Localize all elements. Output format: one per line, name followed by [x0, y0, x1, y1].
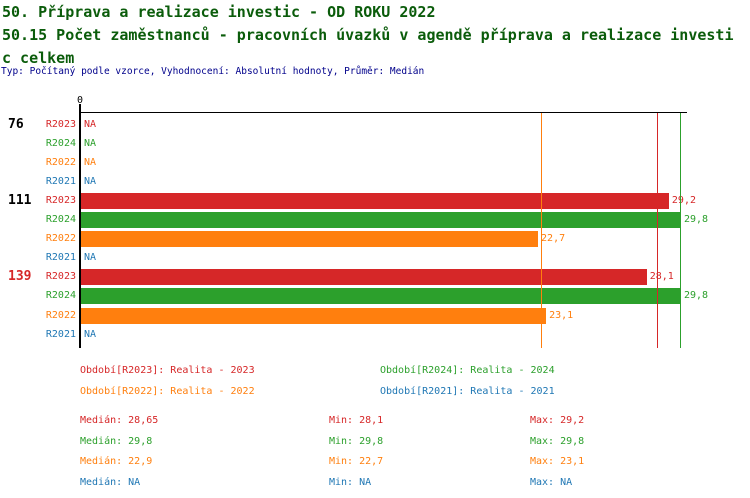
na-value-label: NA: [84, 328, 97, 340]
stat-min-R2021: Min: NA: [329, 477, 372, 489]
bar-value-label: 22,7: [541, 233, 566, 245]
report-title-line-1: 50. Příprava a realizace investic - OD R…: [2, 3, 436, 21]
stat-median-R2021: Medián: NA: [80, 477, 141, 489]
legend-item-R2023: Období[R2023]: Realita - 2023: [80, 365, 255, 376]
bar: [81, 288, 681, 305]
row-period-label: R2022: [45, 156, 76, 168]
bar: [81, 269, 647, 286]
row-period-label: R2022: [45, 309, 76, 321]
row-period-label: R2024: [45, 214, 76, 225]
legend-item-R2024: Období[R2024]: Realita - 2024: [380, 365, 555, 376]
legend-item-R2021: Období[R2021]: Realita - 2021: [380, 386, 555, 397]
x-axis-line: [80, 112, 687, 113]
axis-zero-tick-label: 0: [76, 95, 84, 106]
row-period-label: R2021: [45, 252, 76, 264]
group-label: 76: [8, 116, 24, 132]
y-axis-line: [79, 104, 81, 348]
stat-median-R2023: Medián: 28,65: [80, 415, 159, 426]
row-period-label: R2024: [45, 290, 76, 302]
stat-max-R2023: Max: 29,2: [530, 415, 585, 426]
na-value-label: NA: [84, 137, 97, 149]
report-title-line-2: 50.15 Počet zaměstnanců - pracovních úva…: [2, 26, 734, 44]
report-meta: Typ: Počítaný podle vzorce, Vyhodnocení:…: [1, 66, 425, 77]
median-line-R2022: [541, 113, 543, 348]
na-value-label: NA: [84, 175, 97, 187]
row-period-label: R2022: [45, 233, 76, 245]
row-period-label: R2021: [45, 175, 76, 187]
bar: [81, 192, 669, 209]
bar-value-label: 29,2: [671, 194, 696, 206]
median-line-R2023: [656, 113, 658, 348]
stat-max-R2022: Max: 23,1: [530, 456, 585, 468]
na-value-label: NA: [84, 118, 97, 130]
bar: [81, 212, 681, 228]
row-period-label: R2024: [45, 137, 76, 149]
stat-min-R2023: Min: 28,1: [329, 415, 384, 426]
group-label: 111: [8, 192, 32, 208]
row-period-label: R2023: [45, 271, 76, 283]
row-period-label: R2023: [45, 194, 76, 206]
stat-min-R2024: Min: 29,8: [329, 435, 384, 447]
stat-max-R2024: Max: 29,8: [530, 435, 585, 447]
bar-value-label: 29,8: [683, 214, 709, 225]
stat-median-R2024: Medián: 29,8: [80, 435, 153, 447]
row-period-label: R2021: [45, 328, 76, 340]
stat-max-R2021: Max: NA: [530, 477, 573, 489]
bar-value-label: 23,1: [549, 309, 574, 321]
stat-median-R2022: Medián: 22,9: [80, 456, 153, 468]
report-title-line-3: c celkem: [2, 49, 75, 67]
stat-min-R2022: Min: 22,7: [329, 456, 384, 468]
legend-item-R2022: Období[R2022]: Realita - 2022: [80, 386, 255, 397]
na-value-label: NA: [84, 252, 97, 264]
bar: [81, 231, 539, 248]
na-value-label: NA: [84, 156, 97, 168]
bar-value-label: 28,1: [649, 271, 674, 283]
group-label: 139: [8, 269, 32, 285]
bar: [81, 307, 547, 324]
bar-value-label: 29,8: [683, 290, 709, 302]
row-period-label: R2023: [45, 118, 76, 130]
median-line-R2024: [679, 113, 681, 348]
